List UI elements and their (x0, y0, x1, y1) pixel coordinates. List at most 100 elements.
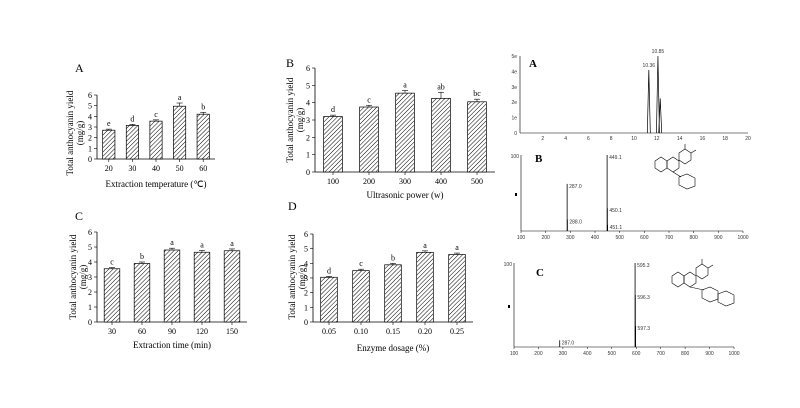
y-tick-label: 0 (88, 155, 92, 164)
bar (133, 263, 151, 323)
bar (395, 92, 415, 173)
significance-letter: b (391, 253, 395, 262)
x-tick-label: 10 (631, 136, 637, 142)
x-tick-label: 0.10 (354, 327, 368, 336)
x-axis-label: Ultrasonic power (w) (367, 190, 444, 200)
ms-peak-label: 449.1 (609, 155, 622, 161)
significance-letter: d (327, 266, 331, 275)
panel-title: D (288, 199, 297, 213)
ms-spectrum-b: B 100 100 200 300 400 500 600 700 800 900 1000 287.0… (511, 153, 749, 241)
significance-letter: a (230, 239, 234, 248)
y-tick-label: 3 (304, 274, 308, 283)
bar-chart-a: A 0 12 3 45 6 e 20 d 30 c 40 a 50 b 60 Extraction temper… (65, 61, 215, 189)
chromatogram-a: A 0 1e 2e 3e 4e 5e 2 4 6 8 10 12 14 16 18 20 10.36 10.85 (511, 49, 751, 142)
y-axis-label: Total anthocyanin yield (65, 90, 75, 175)
x-tick-label: 2 (541, 136, 544, 142)
x-tick-label: 0.15 (386, 327, 400, 336)
y-tick-label: 5 (88, 102, 92, 111)
x-axis-label: Enzyme dosage (%) (357, 343, 429, 353)
bar-chart-c: C 0 1 2 3 4 5 6 c 30 b 60 a 90 a 120 a 150 Extraction time… (68, 209, 247, 350)
bar (416, 251, 434, 323)
bar (323, 116, 343, 173)
chromatogram-peak (656, 55, 660, 134)
ms-peak-label: 595.3 (637, 263, 650, 269)
y-tick-label: 2 (306, 133, 310, 142)
y-axis-label: Total anthocyanin yield (287, 234, 297, 319)
x-tick-label: 90 (168, 327, 176, 336)
ms-charts: A 0 1e 2e 3e 4e 5e 2 4 6 8 10 12 14 16 18 20 10.36 10.85 B 1… (504, 49, 751, 357)
y-axis-unit: (mg/g) (78, 265, 88, 290)
bar (125, 125, 139, 160)
panel-title: A (75, 61, 84, 75)
x-axis-label: Extraction time (min) (133, 340, 211, 350)
y-tick-label: 1 (304, 303, 308, 312)
bar (431, 97, 451, 173)
ms-peak-label: 287.0 (569, 184, 582, 190)
x-tick-label: 30 (108, 327, 116, 336)
y-tick-label: 6 (306, 64, 310, 73)
x-tick-label: 1000 (728, 351, 739, 357)
x-tick-label: 700 (665, 235, 674, 241)
x-tick-label: 30 (128, 164, 136, 173)
y-tick-label: 5 (304, 245, 308, 254)
x-tick-label: 0.05 (322, 327, 336, 336)
y-axis-unit: (mg/g) (295, 108, 305, 133)
y-tick-label: 4 (88, 258, 92, 267)
x-tick-label: 400 (435, 177, 447, 186)
x-tick-label: 300 (566, 235, 575, 241)
significance-letter: bc (473, 89, 481, 98)
x-tick-label: 150 (226, 327, 238, 336)
y-tick-label: 1 (306, 151, 310, 160)
y-tick-label: 4 (306, 99, 310, 108)
x-tick-label: 100 (517, 235, 526, 241)
x-tick-label: 6 (587, 136, 590, 142)
x-tick-label: 16 (700, 136, 706, 142)
x-tick-label: 4 (564, 136, 567, 142)
bar (196, 113, 210, 160)
y-tick-label: 6 (304, 230, 308, 239)
bar (193, 251, 211, 323)
ms-peak-label: 596.3 (637, 295, 650, 301)
x-tick-label: 60 (199, 164, 207, 173)
x-tick-label: 500 (608, 351, 617, 357)
bar (149, 120, 163, 160)
x-tick-label: 200 (363, 177, 375, 186)
y-tick-label: 3 (88, 123, 92, 132)
y-tick-label: 1 (88, 303, 92, 312)
x-tick-label: 14 (677, 136, 683, 142)
x-tick-label: 0.25 (450, 327, 464, 336)
y-tick-label: 0 (88, 318, 92, 327)
y-tick-label: 6 (88, 91, 92, 100)
y-axis-label: Total anthocyanin yield (285, 77, 295, 162)
x-tick-label: 20 (745, 136, 751, 142)
x-tick-label: 100 (327, 177, 339, 186)
anthocyanin-glycoside-structure-icon (671, 259, 735, 307)
anthocyanin-structure-icon (654, 144, 697, 190)
significance-letter: c (367, 95, 371, 104)
y-axis-marker (508, 305, 510, 308)
x-tick-label: 100 (510, 351, 519, 357)
bar (320, 276, 338, 323)
x-tick-label: 200 (541, 235, 550, 241)
y-tick-label: 4e (511, 69, 517, 75)
bar (163, 249, 181, 323)
x-axis-label: Extraction temperature (℃) (105, 179, 206, 189)
x-tick-label: 120 (196, 327, 208, 336)
y-tick-label: 0 (514, 131, 517, 137)
significance-letter: d (130, 114, 134, 123)
peak-label: 10.36 (643, 63, 656, 69)
y-tick-label: 5 (306, 81, 310, 90)
bar-chart-d: D 0 1 2 3 4 5 6 d 0.05 c 0.10 b 0.15 a 0.20 a 0.25 Enzyme … (287, 199, 473, 353)
x-tick-label: 700 (656, 351, 665, 357)
y-tick-label: 3 (88, 273, 92, 282)
significance-letter: b (140, 252, 144, 261)
bar (102, 129, 116, 160)
x-tick-label: 500 (471, 177, 483, 186)
y-tick-label: 5e (511, 54, 517, 60)
chromatogram-peak (658, 98, 663, 134)
y-tick-label: 3 (306, 116, 310, 125)
y-axis-unit: (mg/g) (75, 121, 85, 146)
x-tick-label: 12 (654, 136, 660, 142)
y-tick-label: 2 (304, 289, 308, 298)
